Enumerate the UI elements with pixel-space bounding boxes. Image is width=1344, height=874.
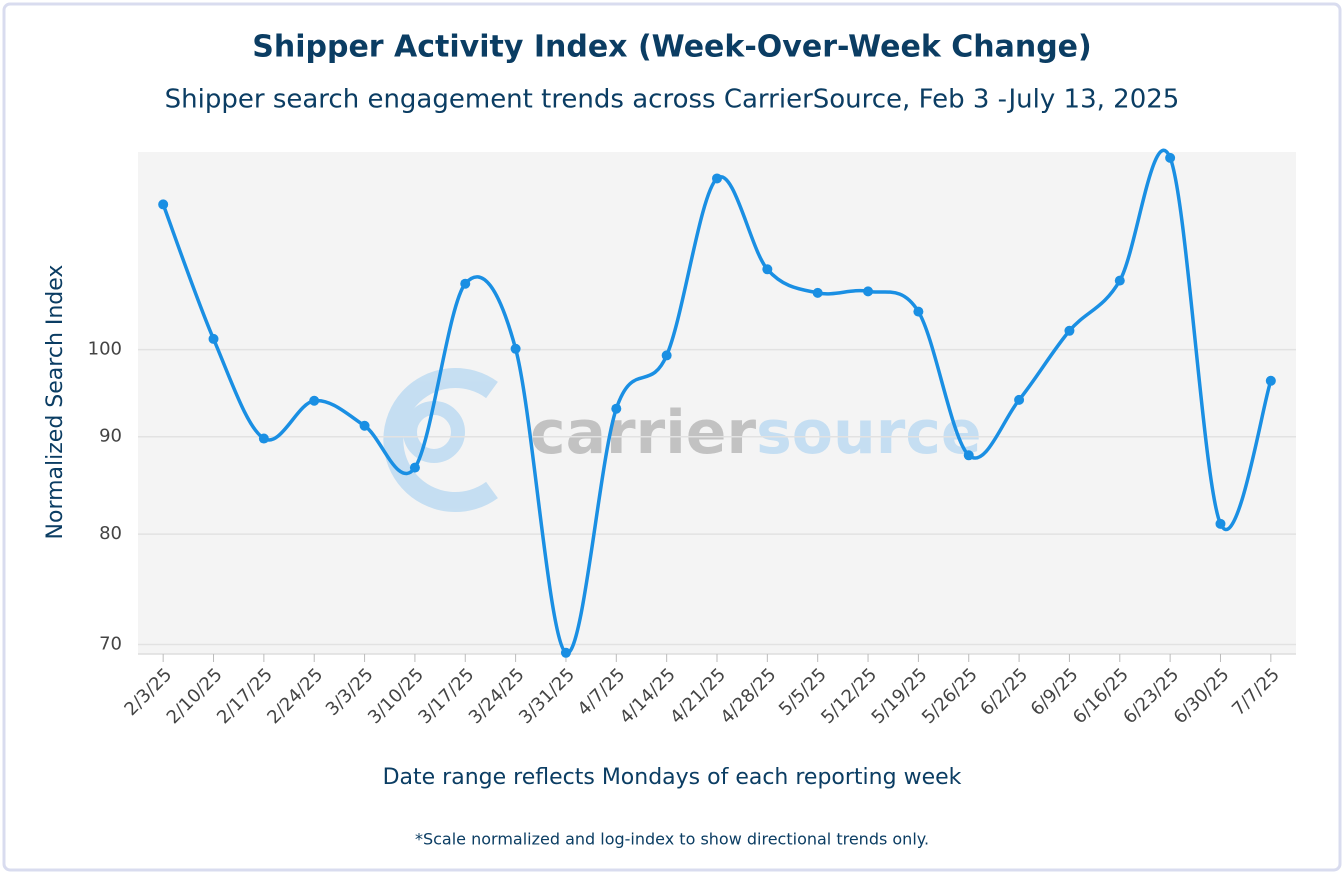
point	[1114, 275, 1125, 286]
point	[1215, 518, 1226, 529]
point	[208, 333, 219, 344]
point	[1265, 375, 1276, 386]
x-axis-label: Date range reflects Mondays of each repo…	[383, 765, 962, 790]
watermark: carriersource	[383, 368, 982, 512]
y-tick-label: 90	[99, 426, 122, 447]
point	[863, 286, 874, 297]
point	[661, 350, 672, 361]
point	[1064, 325, 1075, 336]
point	[812, 287, 823, 298]
chart-title: Shipper Activity Index (Week-Over-Week C…	[252, 30, 1091, 65]
point	[963, 450, 974, 461]
y-axis-label: Normalized Search Index	[43, 265, 68, 540]
point	[611, 403, 622, 414]
y-tick-label: 100	[88, 339, 122, 360]
marks	[158, 148, 1276, 658]
point	[510, 343, 521, 354]
point	[359, 420, 370, 431]
point	[913, 306, 924, 317]
point	[712, 173, 722, 184]
point	[460, 278, 471, 289]
point	[1165, 152, 1176, 163]
point	[762, 264, 773, 275]
y-tick-label: 70	[99, 633, 122, 654]
line	[161, 148, 1273, 655]
watermark-text: carriersource	[530, 398, 982, 468]
point	[409, 462, 420, 473]
point	[158, 199, 169, 210]
footnote: *Scale normalized and log-index to show …	[415, 830, 929, 849]
point	[258, 433, 269, 444]
chart-subtitle: Shipper search engagement trends across …	[165, 85, 1180, 115]
point	[309, 395, 320, 406]
y-tick-label: 80	[99, 523, 122, 544]
point	[560, 647, 571, 658]
grid	[138, 348, 1296, 662]
watermark-primary: carrier	[530, 398, 756, 468]
point	[1014, 394, 1025, 405]
watermark-logo	[383, 368, 498, 512]
watermark-secondary: source	[756, 398, 982, 468]
